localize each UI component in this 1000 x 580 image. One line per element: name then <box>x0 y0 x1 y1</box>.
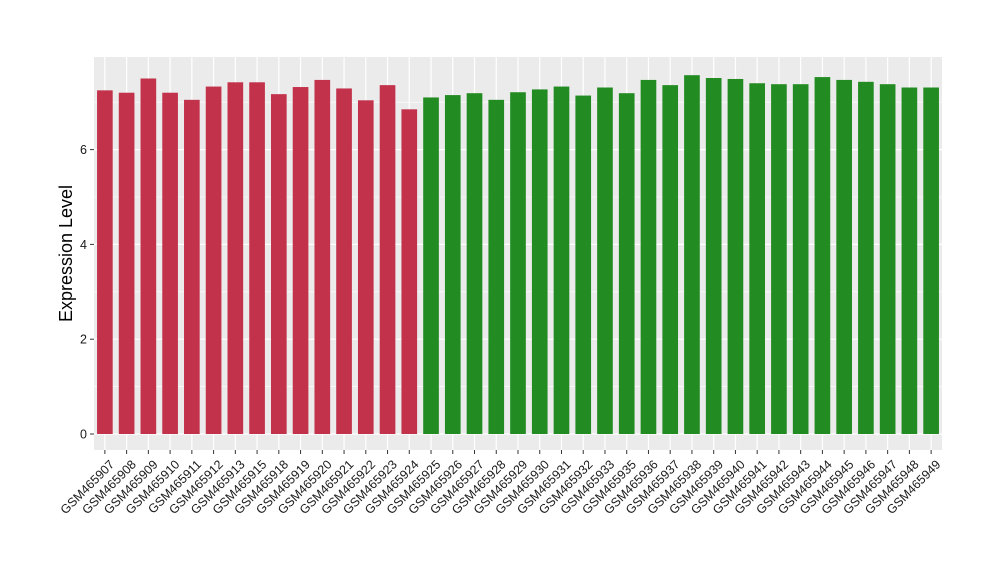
bar-GSM465935 <box>618 93 635 434</box>
bar-GSM465926 <box>444 95 461 434</box>
bar-GSM465929 <box>510 92 526 434</box>
bar-GSM465947 <box>879 84 896 435</box>
y-tick-label: 2 <box>80 333 87 347</box>
bar-GSM465921 <box>336 88 352 434</box>
bar-GSM465936 <box>640 79 657 434</box>
bar-GSM465922 <box>357 100 374 434</box>
y-tick-label: 4 <box>80 238 87 252</box>
bar-GSM465948 <box>901 87 918 435</box>
bar-GSM465923 <box>379 85 396 435</box>
bar-GSM465919 <box>292 87 309 435</box>
bar-GSM465930 <box>531 89 548 434</box>
bar-GSM465932 <box>575 95 592 435</box>
bar-GSM465924 <box>401 109 418 434</box>
y-axis: 0 2 4 6 <box>80 143 94 442</box>
bar-GSM465949 <box>923 87 939 435</box>
bar-GSM465927 <box>466 93 483 434</box>
bar-GSM465920 <box>314 79 331 434</box>
bar-GSM465918 <box>270 94 287 434</box>
bar-GSM465943 <box>792 84 809 435</box>
bar-GSM465940 <box>727 78 744 434</box>
bar-GSM465945 <box>836 79 852 434</box>
bar-GSM465938 <box>684 75 700 434</box>
bar-GSM465909 <box>140 78 157 434</box>
y-axis-title: Expression Level <box>56 185 76 322</box>
bar-GSM465941 <box>749 83 766 435</box>
y-tick-label: 0 <box>80 428 87 442</box>
bar-GSM465912 <box>205 86 222 435</box>
bar-GSM465913 <box>227 82 244 435</box>
bar-GSM465946 <box>858 81 874 435</box>
y-tick-label: 6 <box>80 143 87 157</box>
bar-GSM465911 <box>184 99 200 434</box>
bar-GSM465915 <box>249 82 265 435</box>
bar-GSM465937 <box>662 85 679 435</box>
bar-GSM465907 <box>97 90 113 434</box>
bar-GSM465908 <box>118 92 135 434</box>
bar-GSM465933 <box>597 87 613 435</box>
bar-GSM465931 <box>553 86 570 435</box>
bar-GSM465939 <box>705 78 722 434</box>
bar-GSM465942 <box>771 84 787 435</box>
bar-GSM465928 <box>488 99 505 434</box>
bar-GSM465910 <box>162 92 178 434</box>
bars <box>97 75 939 435</box>
bar-GSM465944 <box>814 77 831 434</box>
x-axis: GSM465907GSM465908GSM465909GSM465910GSM4… <box>58 450 944 517</box>
bar-GSM465925 <box>423 97 439 435</box>
